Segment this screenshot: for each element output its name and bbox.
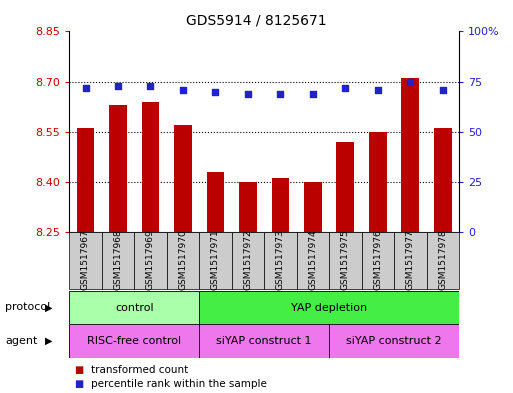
Text: GSM1517978: GSM1517978 [439,229,447,290]
Point [211,88,220,95]
Point [146,83,154,89]
Bar [337,142,354,232]
Text: GSM1517970: GSM1517970 [179,229,187,290]
Text: GSM1517977: GSM1517977 [406,229,415,290]
Text: GSM1517971: GSM1517971 [211,229,220,290]
Bar [271,178,289,232]
Bar [329,232,362,289]
Bar [207,172,224,232]
Bar [304,182,322,232]
Text: GSM1517967: GSM1517967 [81,229,90,290]
Text: protocol: protocol [5,302,50,312]
Bar [199,232,232,289]
Text: agent: agent [5,336,37,346]
Text: ■: ■ [74,365,84,375]
Text: YAP depletion: YAP depletion [291,303,367,312]
Bar [102,232,134,289]
Text: GSM1517969: GSM1517969 [146,229,155,290]
Point [374,86,382,93]
Bar [329,324,459,358]
Point [341,84,349,91]
Bar [239,182,257,232]
Text: ▶: ▶ [45,336,53,346]
Bar [69,324,199,358]
Bar [402,78,419,232]
Text: ■: ■ [74,379,84,389]
Point [439,86,447,93]
Bar [76,128,94,232]
Point [82,84,90,91]
Bar [297,232,329,289]
Bar [232,232,264,289]
Point [179,86,187,93]
Bar [434,128,452,232]
Bar [199,291,459,324]
Text: GSM1517973: GSM1517973 [276,229,285,290]
Bar [142,101,160,232]
Bar [369,132,387,232]
Bar [69,291,199,324]
Bar [174,125,192,232]
Bar [109,105,127,232]
Text: siYAP construct 2: siYAP construct 2 [346,336,442,346]
Text: percentile rank within the sample: percentile rank within the sample [91,379,267,389]
Text: siYAP construct 1: siYAP construct 1 [216,336,312,346]
Text: control: control [115,303,153,312]
Text: ▶: ▶ [45,302,53,312]
Bar [264,232,297,289]
Text: GSM1517968: GSM1517968 [113,229,123,290]
Point [244,90,252,97]
Text: RISC-free control: RISC-free control [87,336,181,346]
Point [114,83,122,89]
Bar [69,232,102,289]
Point [277,90,285,97]
Text: GSM1517976: GSM1517976 [373,229,382,290]
Text: GSM1517975: GSM1517975 [341,229,350,290]
Bar [134,232,167,289]
Text: transformed count: transformed count [91,365,188,375]
Bar [362,232,394,289]
Bar [394,232,427,289]
Bar [427,232,459,289]
Text: GDS5914 / 8125671: GDS5914 / 8125671 [186,14,327,28]
Bar [199,324,329,358]
Text: GSM1517972: GSM1517972 [244,229,252,290]
Text: GSM1517974: GSM1517974 [308,229,318,290]
Point [406,79,415,85]
Bar [167,232,199,289]
Point [309,90,317,97]
